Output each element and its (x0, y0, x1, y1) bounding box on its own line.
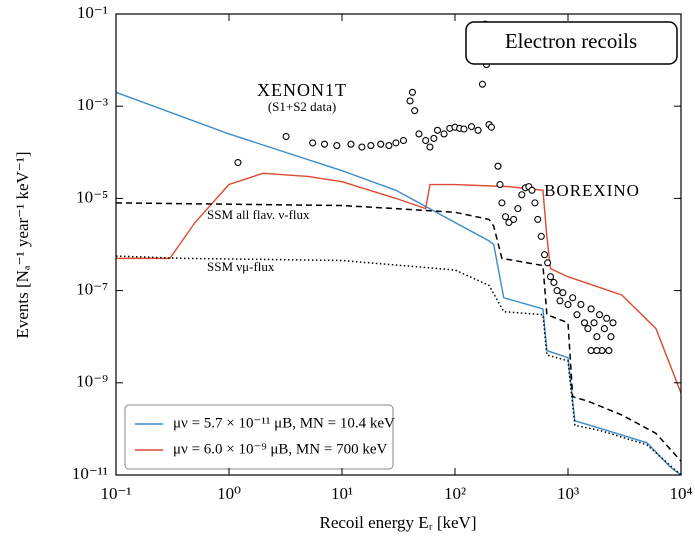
data-point (569, 294, 577, 302)
data-point (377, 140, 385, 148)
data-point (546, 273, 555, 281)
series-line (116, 255, 681, 475)
data-point (347, 140, 355, 148)
data-point (534, 215, 542, 223)
series-line (116, 91, 681, 475)
data-point (440, 130, 448, 138)
y-tick-label: 10⁻¹ (77, 3, 108, 22)
x-tick-label: 10¹ (331, 484, 353, 503)
data-point (584, 325, 592, 333)
data-point (385, 142, 393, 150)
x-tick-label: 10³ (557, 484, 579, 503)
data-point (408, 88, 416, 96)
data-point (430, 134, 438, 142)
data-point (556, 297, 564, 305)
legend: μν = 5.7 × 10⁻¹¹ μB, MN = 10.4 keV μν = 6… (124, 404, 395, 470)
data-point (309, 139, 317, 147)
axes-frame (115, 13, 682, 476)
y-tick-label: 10⁻³ (77, 95, 108, 114)
data-point (564, 300, 572, 309)
annotation: (S1+S2 data) (268, 99, 336, 114)
data-point (573, 311, 581, 319)
series-line (116, 202, 681, 462)
data-point (392, 139, 400, 147)
data-point (487, 123, 495, 131)
y-tick-label: 10⁻⁹ (76, 372, 108, 391)
box-title: Electron recoils (505, 29, 637, 53)
data-point (553, 287, 561, 295)
data-point (510, 215, 518, 223)
data-point (600, 325, 608, 333)
x-tick-label: 10⁻¹ (100, 484, 131, 503)
data-point (559, 289, 567, 297)
data-point (531, 199, 539, 207)
data-point (411, 107, 419, 115)
data-point (426, 143, 434, 151)
annotation: SSM νμ-flux (207, 259, 275, 274)
x-tick-label: 10² (444, 484, 466, 503)
x-axis-label: Recoil energy Eᵣ [keV] (319, 513, 476, 532)
x-tick-label: 10⁴ (670, 484, 693, 503)
data-point (587, 347, 595, 355)
y-axis-label: Events [Nₐ⁻¹ year⁻¹ keV⁻¹] (13, 151, 32, 338)
data-point (494, 162, 502, 170)
y-tick-label: 10⁻⁷ (76, 280, 108, 299)
data-point (587, 305, 595, 313)
plot-area (116, 20, 681, 475)
data-point (544, 259, 552, 267)
x-tick-label: 10⁰ (217, 484, 241, 503)
title-box (465, 21, 678, 65)
legend-label: μν = 6.0 × 10⁻⁹ μB, MN = 700 keV (173, 441, 387, 457)
data-point (605, 347, 613, 355)
y-tick-label: 10⁻⁵ (76, 187, 108, 206)
data-point (467, 123, 476, 131)
data-point (607, 333, 615, 341)
data-point (399, 136, 408, 145)
series-line (116, 172, 681, 394)
data-point (609, 319, 617, 327)
data-point (603, 314, 611, 322)
legend-label: μν = 5.7 × 10⁻¹¹ μB, MN = 10.4 keV (173, 415, 395, 431)
data-point (422, 136, 430, 145)
data-point (514, 205, 522, 213)
data-point (282, 132, 290, 141)
data-point (358, 143, 366, 151)
data-point (593, 347, 601, 355)
data-point (550, 278, 558, 287)
legend-box (124, 404, 394, 470)
y-tick-label: 10⁻¹¹ (72, 464, 108, 483)
data-point (333, 142, 341, 150)
data-point (540, 251, 549, 259)
annotation: BOREXINO (544, 181, 640, 200)
data-point (501, 213, 510, 221)
data-point (593, 333, 601, 341)
data-point (580, 319, 589, 327)
data-point (496, 180, 504, 189)
data-point (478, 80, 487, 88)
data-point (577, 300, 585, 309)
data-point (460, 125, 468, 133)
data-point (518, 191, 526, 199)
data-point (433, 126, 442, 134)
annotation: XENON1T (257, 80, 347, 100)
data-point (537, 232, 545, 240)
data-point (406, 97, 414, 105)
data-point (590, 319, 598, 327)
data-point (474, 126, 482, 134)
data-point (528, 186, 536, 194)
data-point (234, 158, 242, 167)
data-point (415, 130, 423, 138)
data-point (595, 311, 604, 319)
data-point (320, 140, 329, 148)
data-point (367, 142, 375, 150)
data-point (498, 199, 506, 207)
annotation: SSM all flav. ν-flux (207, 207, 310, 222)
